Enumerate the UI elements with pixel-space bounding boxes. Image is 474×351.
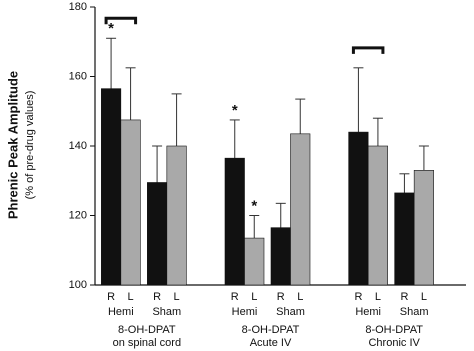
bar [166, 145, 187, 286]
group-label: 8-OH-DPAT [365, 324, 423, 336]
y-axis-sublabel: (% of pre-drug values) [24, 91, 36, 200]
subgroup-label: Hemi [355, 306, 381, 318]
bar [413, 170, 434, 286]
significance-marker: * [251, 197, 257, 214]
group-label: 8-OH-DPAT [118, 324, 176, 336]
subgroup-label: Hemi [108, 306, 134, 318]
y-tick-label: 100 [69, 279, 87, 291]
bar-label: R [153, 291, 161, 303]
bar-label: L [174, 291, 180, 303]
bar [147, 182, 168, 286]
bar-label: L [128, 291, 134, 303]
bar-label: R [277, 291, 285, 303]
group-label: 8-OH-DPAT [242, 324, 300, 336]
bar [101, 88, 122, 286]
bar [224, 157, 245, 286]
bar-label: L [251, 291, 257, 303]
y-tick-label: 180 [69, 1, 87, 13]
bar [270, 227, 291, 286]
bar-label: L [421, 291, 427, 303]
significance-marker: * [232, 102, 238, 119]
bar [348, 131, 369, 286]
y-tick-label: 160 [69, 70, 87, 82]
bar [120, 119, 141, 286]
group-label: Chronic IV [368, 337, 420, 349]
group-label: on spinal cord [113, 337, 182, 349]
subgroup-label: Sham [400, 306, 429, 318]
bar-label: R [107, 291, 115, 303]
bar-label: L [297, 291, 303, 303]
bar [367, 145, 388, 286]
bar [244, 237, 265, 286]
y-tick-label: 140 [69, 140, 87, 152]
y-tick-label: 120 [69, 209, 87, 221]
bar [290, 133, 311, 286]
significance-marker: * [108, 20, 114, 37]
subgroup-label: Sham [152, 306, 181, 318]
subgroup-label: Hemi [232, 306, 258, 318]
bar-label: R [231, 291, 239, 303]
y-axis-label: Phrenic Peak Amplitude [5, 71, 20, 219]
bracket [104, 16, 138, 25]
bar-label: L [375, 291, 381, 303]
bar-label: R [354, 291, 362, 303]
bar-label: R [400, 291, 408, 303]
subgroup-label: Sham [276, 306, 305, 318]
group-label: Acute IV [250, 337, 292, 349]
bar [394, 192, 415, 286]
bracket [351, 46, 385, 54]
